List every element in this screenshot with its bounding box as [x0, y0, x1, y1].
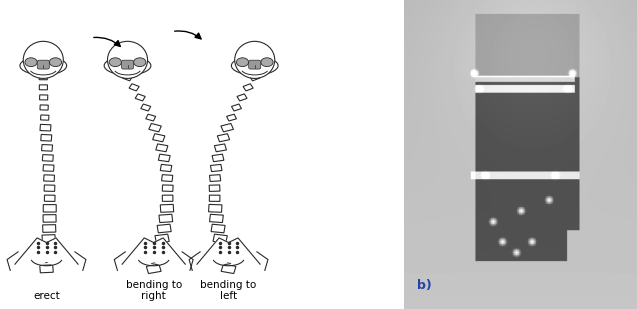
- Text: erect: erect: [33, 291, 60, 301]
- Bar: [210, 214, 224, 222]
- Bar: [156, 144, 168, 152]
- Bar: [122, 74, 132, 81]
- Bar: [212, 154, 224, 162]
- Bar: [41, 115, 49, 120]
- Bar: [162, 195, 173, 201]
- Bar: [146, 114, 155, 121]
- Polygon shape: [122, 238, 185, 270]
- Bar: [40, 105, 48, 110]
- Bar: [215, 244, 230, 253]
- Bar: [210, 195, 220, 201]
- Ellipse shape: [25, 58, 37, 67]
- Bar: [42, 235, 55, 243]
- Bar: [210, 175, 220, 181]
- Bar: [161, 164, 172, 171]
- Bar: [161, 204, 174, 212]
- Bar: [209, 185, 220, 191]
- Bar: [227, 114, 236, 121]
- Ellipse shape: [20, 56, 67, 75]
- Polygon shape: [15, 238, 78, 270]
- Bar: [42, 154, 54, 161]
- Text: bending to
right: bending to right: [125, 280, 182, 301]
- Bar: [43, 225, 56, 232]
- Ellipse shape: [234, 41, 275, 78]
- Bar: [157, 224, 171, 233]
- Bar: [159, 154, 170, 162]
- Ellipse shape: [261, 58, 273, 67]
- Bar: [208, 204, 222, 212]
- Bar: [41, 134, 52, 141]
- Bar: [44, 175, 55, 181]
- Ellipse shape: [236, 58, 248, 67]
- Bar: [149, 124, 161, 132]
- Bar: [155, 234, 169, 243]
- Polygon shape: [197, 238, 260, 270]
- Bar: [41, 145, 52, 151]
- Bar: [218, 254, 233, 263]
- Ellipse shape: [108, 41, 148, 78]
- Ellipse shape: [24, 41, 63, 78]
- Bar: [41, 245, 55, 253]
- Bar: [43, 165, 54, 171]
- Bar: [129, 84, 140, 91]
- Bar: [153, 134, 165, 142]
- Bar: [43, 205, 56, 212]
- Bar: [45, 195, 55, 201]
- FancyBboxPatch shape: [37, 60, 49, 69]
- FancyBboxPatch shape: [122, 60, 134, 69]
- Bar: [243, 84, 253, 91]
- Bar: [162, 175, 173, 181]
- Bar: [211, 224, 225, 233]
- Bar: [41, 255, 54, 263]
- Bar: [147, 264, 161, 273]
- Bar: [141, 104, 151, 111]
- Bar: [159, 214, 173, 222]
- Ellipse shape: [134, 58, 146, 67]
- Bar: [135, 94, 145, 101]
- Bar: [210, 164, 222, 171]
- Ellipse shape: [109, 58, 122, 67]
- FancyBboxPatch shape: [248, 60, 261, 69]
- Bar: [231, 104, 241, 111]
- Bar: [221, 124, 233, 132]
- Bar: [44, 185, 55, 191]
- Bar: [162, 185, 173, 191]
- Bar: [39, 75, 47, 80]
- Bar: [152, 244, 167, 253]
- Bar: [215, 144, 226, 152]
- Bar: [40, 124, 51, 131]
- Bar: [39, 95, 48, 100]
- Bar: [217, 134, 229, 142]
- Bar: [213, 234, 227, 243]
- Bar: [43, 215, 56, 222]
- Ellipse shape: [104, 56, 151, 75]
- Text: bending to
left: bending to left: [201, 280, 257, 301]
- Bar: [221, 264, 236, 273]
- Ellipse shape: [50, 58, 62, 67]
- Bar: [150, 254, 164, 263]
- Text: b): b): [417, 279, 432, 292]
- Ellipse shape: [231, 56, 278, 75]
- Bar: [39, 265, 54, 273]
- Bar: [250, 74, 260, 81]
- Bar: [237, 94, 247, 101]
- Bar: [39, 85, 47, 90]
